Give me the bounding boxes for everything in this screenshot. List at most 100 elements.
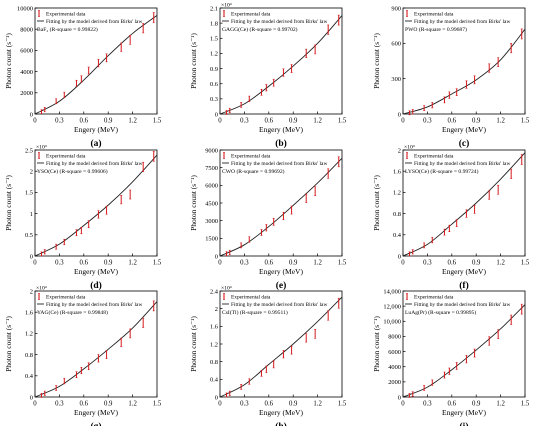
- legend-label-fit: Fitting by the model derived from Birks'…: [414, 18, 510, 25]
- y-multiplier: ×10⁴: [221, 286, 232, 292]
- x-tick-label: 1.5: [338, 118, 347, 125]
- x-tick-label: 1.2: [313, 118, 322, 125]
- x-tick-label: 0: [218, 260, 222, 267]
- y-tick-label: 0.4: [210, 377, 219, 384]
- x-tick-label: 1.5: [521, 118, 530, 125]
- x-tick-label: 1.2: [128, 401, 137, 408]
- y-tick-label: 2000: [388, 379, 401, 386]
- x-tick-label: 0: [218, 401, 222, 408]
- legend-label-data: Experimental data: [231, 295, 271, 301]
- y-tick-label: 0: [398, 394, 401, 401]
- y-multiplier: ×10⁴: [404, 145, 415, 151]
- y-axis-label: Photon count (s⁻¹): [372, 175, 381, 231]
- fit-curve: [402, 304, 526, 398]
- y-tick-label: 1.5: [25, 190, 33, 197]
- y-axis-label: Photon count (s⁻¹): [372, 316, 381, 372]
- x-tick-label: 0.3: [423, 118, 432, 125]
- panel-a: 0 0.3 0.6 0.9 1.2 1.5 0 2000 4000 6000 8000 10000 En…: [4, 5, 162, 149]
- r-square-label: BaF₂ (R-square = 0.99822): [37, 26, 98, 33]
- fit-curve: [402, 28, 526, 115]
- y-tick-label: 14,000: [383, 288, 401, 295]
- x-tick-label: 0: [401, 118, 405, 125]
- y-tick-label: 6000: [205, 183, 218, 190]
- x-tick-label: 1.5: [338, 401, 347, 408]
- legend-label-fit: Fitting by the model derived from Birks'…: [414, 160, 510, 167]
- y-tick-label: 900: [391, 5, 401, 12]
- y-tick-label: 2: [30, 169, 33, 176]
- fit-curve: [34, 154, 158, 257]
- panel-letter: (f): [459, 280, 469, 291]
- y-tick-label: 0.8: [393, 211, 401, 218]
- panel-letter: (d): [90, 280, 102, 291]
- y-tick-label: 8000: [388, 334, 401, 341]
- x-tick-label: 0.9: [472, 118, 481, 125]
- x-tick-label: 0.9: [104, 260, 113, 267]
- y-tick-label: 1.6: [393, 169, 401, 176]
- x-tick-label: 0: [33, 401, 37, 408]
- y-tick-label: 0.8: [210, 359, 218, 366]
- x-tick-label: 1.2: [128, 260, 137, 267]
- y-tick-label: 4000: [20, 69, 33, 76]
- x-tick-label: 0.6: [265, 118, 274, 125]
- y-tick-label: 10,000: [383, 319, 401, 326]
- y-multiplier: ×10⁴: [36, 145, 47, 151]
- plot-frame: [402, 7, 526, 115]
- plot-frame: [34, 7, 158, 115]
- y-tick-label: 2000: [20, 90, 33, 97]
- y-axis-label: Photon count (s⁻¹): [372, 33, 381, 89]
- fit-curve: [34, 15, 158, 115]
- fit-curve: [219, 157, 343, 257]
- panel-h: 0 0.3 0.6 0.9 1.2 1.5 0 0.4 0.8 1.2 1.6 2 2.4 ×10⁴ Eng…: [189, 286, 347, 426]
- y-tick-label: 7500: [205, 165, 218, 172]
- x-axis-label: Engery (MeV): [259, 125, 303, 134]
- plot-frame: [402, 290, 526, 398]
- legend-label-fit: Fitting by the model derived from Birks'…: [231, 18, 327, 25]
- legend-label-data: Experimental data: [46, 154, 86, 160]
- x-tick-label: 1.5: [153, 260, 162, 267]
- x-tick-label: 0.6: [448, 118, 457, 125]
- y-axis-label: Photon count (s⁻¹): [189, 175, 198, 231]
- y-tick-label: 2.5: [25, 147, 33, 154]
- r-square-label: YSO(Ce) (R-square = 0.99606): [37, 168, 108, 175]
- y-tick-label: 4000: [388, 364, 401, 371]
- y-tick-label: 2: [30, 288, 33, 295]
- y-tick-label: 12,000: [383, 303, 401, 310]
- y-tick-label: 6000: [388, 349, 401, 356]
- y-tick-label: 1.2: [393, 190, 401, 197]
- y-tick-label: 0.8: [25, 352, 33, 359]
- x-tick-label: 0.3: [240, 401, 249, 408]
- x-tick-label: 0: [33, 260, 37, 267]
- y-axis-label: Photon count (s⁻¹): [4, 175, 13, 231]
- y-tick-label: 10000: [17, 5, 33, 12]
- panel-e: 0 0.3 0.6 0.9 1.2 1.5 0 1500 3000 4500 6000 7500 900…: [189, 147, 347, 291]
- y-tick-label: 0: [215, 253, 218, 260]
- x-tick-label: 0.6: [448, 260, 457, 267]
- panel-letter: (b): [275, 138, 287, 149]
- legend-label-data: Experimental data: [414, 295, 454, 301]
- panel-letter: (c): [459, 138, 470, 149]
- plot-frame: [219, 7, 343, 115]
- x-tick-label: 1.2: [496, 118, 505, 125]
- fit-curve: [219, 15, 343, 115]
- x-tick-label: 1.5: [521, 401, 530, 408]
- r-square-label: YAG(Ce) (R-square = 0.99848): [37, 309, 108, 316]
- x-tick-label: 0.6: [80, 118, 89, 125]
- y-multiplier: ×10⁴: [221, 3, 232, 9]
- r-square-label: PWO (R-square = 0.99687): [405, 26, 467, 33]
- y-tick-label: 3000: [205, 218, 218, 225]
- y-tick-label: 0: [215, 111, 218, 118]
- x-tick-label: 1.2: [128, 118, 137, 125]
- x-axis-label: Engery (MeV): [259, 267, 303, 276]
- legend-label-data: Experimental data: [46, 12, 86, 18]
- y-tick-label: 0: [30, 253, 33, 260]
- plot-frame: [402, 149, 526, 257]
